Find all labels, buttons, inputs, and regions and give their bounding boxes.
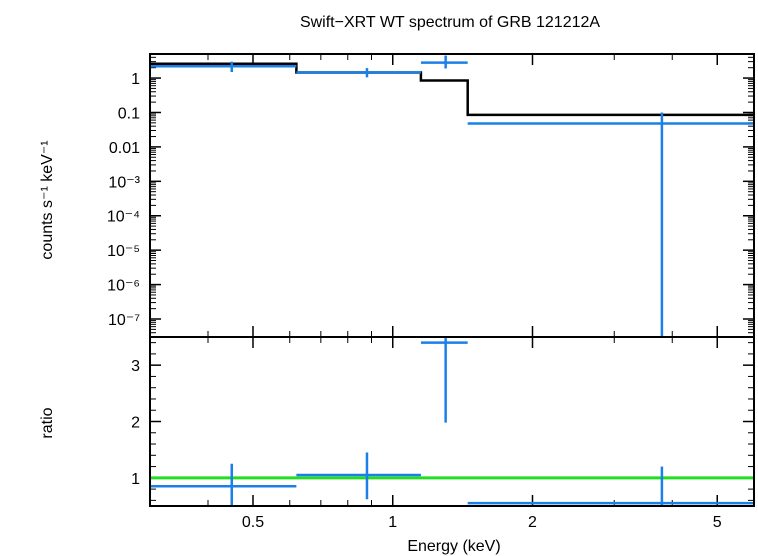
- ratio-data-point: [467, 466, 754, 506]
- y-tick-label-spectrum: 10⁻⁶: [107, 278, 140, 295]
- y-axis-label-spectrum: counts s⁻¹ keV⁻¹: [39, 140, 56, 259]
- y-tick-label-ratio: 3: [131, 358, 140, 375]
- y-tick-label-spectrum: 10⁻³: [108, 174, 140, 191]
- spectrum-data-point: [467, 112, 754, 337]
- spectrum-data-point: [296, 68, 421, 78]
- spectrum-data-point: [420, 55, 468, 69]
- ratio-data-point: [150, 463, 297, 506]
- x-tick-label: 5: [713, 514, 722, 531]
- y-tick-label-spectrum: 10⁻⁷: [108, 312, 140, 329]
- y-tick-label-spectrum: 0.1: [118, 105, 140, 122]
- x-tick-label: 1: [388, 514, 397, 531]
- x-tick-label: 0.5: [242, 514, 264, 531]
- spectrum-data-point: [150, 61, 297, 72]
- y-tick-label-ratio: 1: [131, 471, 140, 488]
- model-step-line: [150, 62, 754, 117]
- y-tick-label-spectrum: 1: [131, 71, 140, 88]
- y-tick-label-spectrum: 0.01: [109, 140, 140, 157]
- spectrum-panel-frame: [149, 53, 755, 338]
- spectrum-panel: 1 0.1 0.01 10⁻³ 10⁻⁴ 10⁻⁵ 10⁻⁶ 10⁻⁷: [107, 53, 754, 338]
- y-axis-label-ratio: ratio: [39, 407, 56, 438]
- ratio-panel: 0.5 1 2 5 1 2 3: [131, 54, 755, 531]
- y-tick-label-spectrum: 10⁻⁴: [107, 209, 140, 226]
- chart-title: Swift−XRT WT spectrum of GRB 121212A: [300, 14, 600, 31]
- x-axis-label: Energy (keV): [407, 538, 500, 555]
- ratio-data-point: [296, 452, 421, 500]
- y-tick-label-ratio: 2: [131, 415, 140, 432]
- y-tick-label-spectrum: 10⁻⁵: [107, 243, 140, 260]
- ratio-panel-frame: [149, 336, 755, 507]
- ratio-data-point: [420, 338, 468, 423]
- x-tick-label: 2: [528, 514, 537, 531]
